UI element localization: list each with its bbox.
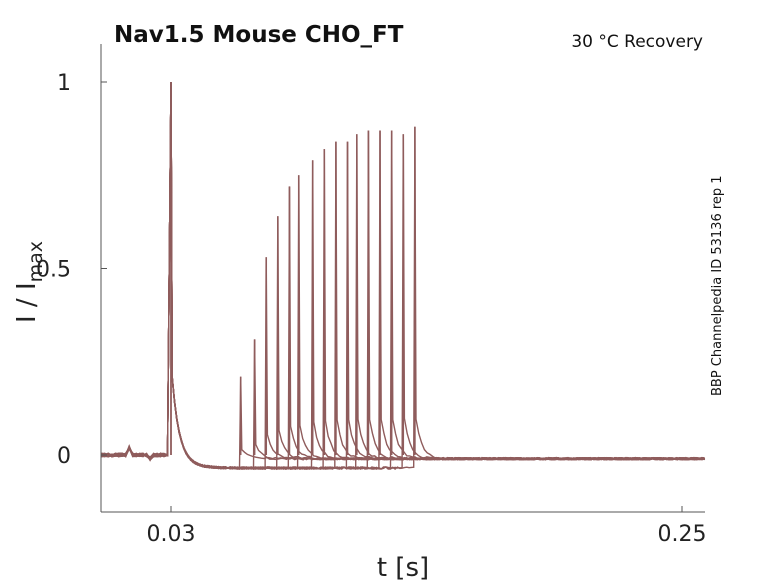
y-tick-label: 1 (57, 71, 71, 96)
y-axis-label-subscript: max (25, 241, 47, 282)
y-tick-group: 00.51 (36, 71, 107, 469)
trace-group (100, 81, 706, 471)
chart-title: Nav1.5 Mouse CHO_FT (114, 22, 404, 48)
recovery-trace (101, 81, 704, 470)
x-tick-group: 0.03 0.25 (147, 506, 707, 547)
side-label: BBP Channelpedia ID 53136 rep 1 (710, 175, 725, 396)
y-tick-label: 0 (57, 444, 71, 469)
x-tick-label: 0.25 (658, 522, 707, 547)
y-axis-label: I / Imax (12, 241, 47, 323)
x-tick-label: 0.03 (147, 522, 196, 547)
chart-subtitle: 30 °C Recovery (571, 32, 703, 52)
x-axis-label: t [s] (377, 553, 429, 583)
y-tick-label: 0.5 (36, 258, 71, 283)
recovery-trace (100, 81, 703, 470)
y-axis-label-main: I / I (12, 282, 42, 323)
